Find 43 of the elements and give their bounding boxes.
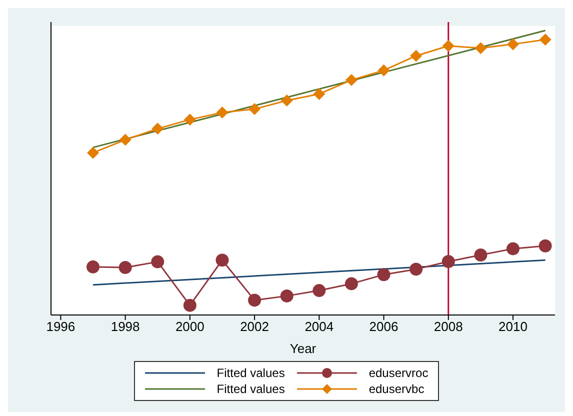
point bbox=[378, 64, 390, 76]
point bbox=[377, 268, 390, 282]
point bbox=[280, 94, 293, 107]
legend-label: Fitted values bbox=[216, 382, 285, 396]
point bbox=[539, 34, 552, 46]
point bbox=[507, 38, 519, 50]
x-tick-label: 2006 bbox=[369, 319, 398, 334]
x-tick-label: 1998 bbox=[110, 319, 140, 334]
point bbox=[506, 242, 520, 256]
point bbox=[538, 239, 552, 252]
point bbox=[344, 277, 358, 290]
x-tick-label: 2004 bbox=[304, 319, 334, 334]
point bbox=[474, 42, 487, 54]
point bbox=[151, 255, 164, 268]
x-tick-label: 2002 bbox=[240, 319, 269, 334]
point bbox=[248, 103, 261, 116]
legend-label: Fitted values bbox=[216, 366, 285, 380]
point bbox=[345, 74, 358, 86]
point bbox=[410, 262, 423, 276]
point bbox=[118, 260, 132, 274]
point bbox=[312, 284, 326, 298]
x-axis-title: Year bbox=[290, 341, 317, 356]
point bbox=[442, 255, 455, 268]
x-tick-label: 2000 bbox=[175, 319, 204, 334]
point bbox=[86, 260, 100, 274]
point bbox=[280, 289, 294, 302]
point bbox=[152, 122, 164, 135]
point bbox=[119, 134, 132, 146]
point bbox=[87, 146, 99, 159]
point bbox=[442, 40, 454, 52]
point bbox=[216, 254, 229, 267]
legend-label: eduservroc bbox=[368, 366, 428, 380]
point bbox=[184, 114, 196, 126]
point bbox=[216, 106, 228, 118]
point bbox=[313, 88, 326, 100]
point bbox=[410, 50, 422, 62]
point bbox=[183, 298, 196, 312]
x-tick-label: 1996 bbox=[46, 319, 76, 334]
point bbox=[248, 294, 262, 307]
legend-label: eduservbc bbox=[368, 382, 426, 396]
point bbox=[474, 248, 488, 262]
x-tick-label: 2008 bbox=[434, 319, 463, 334]
x-tick-label: 2010 bbox=[498, 319, 528, 334]
